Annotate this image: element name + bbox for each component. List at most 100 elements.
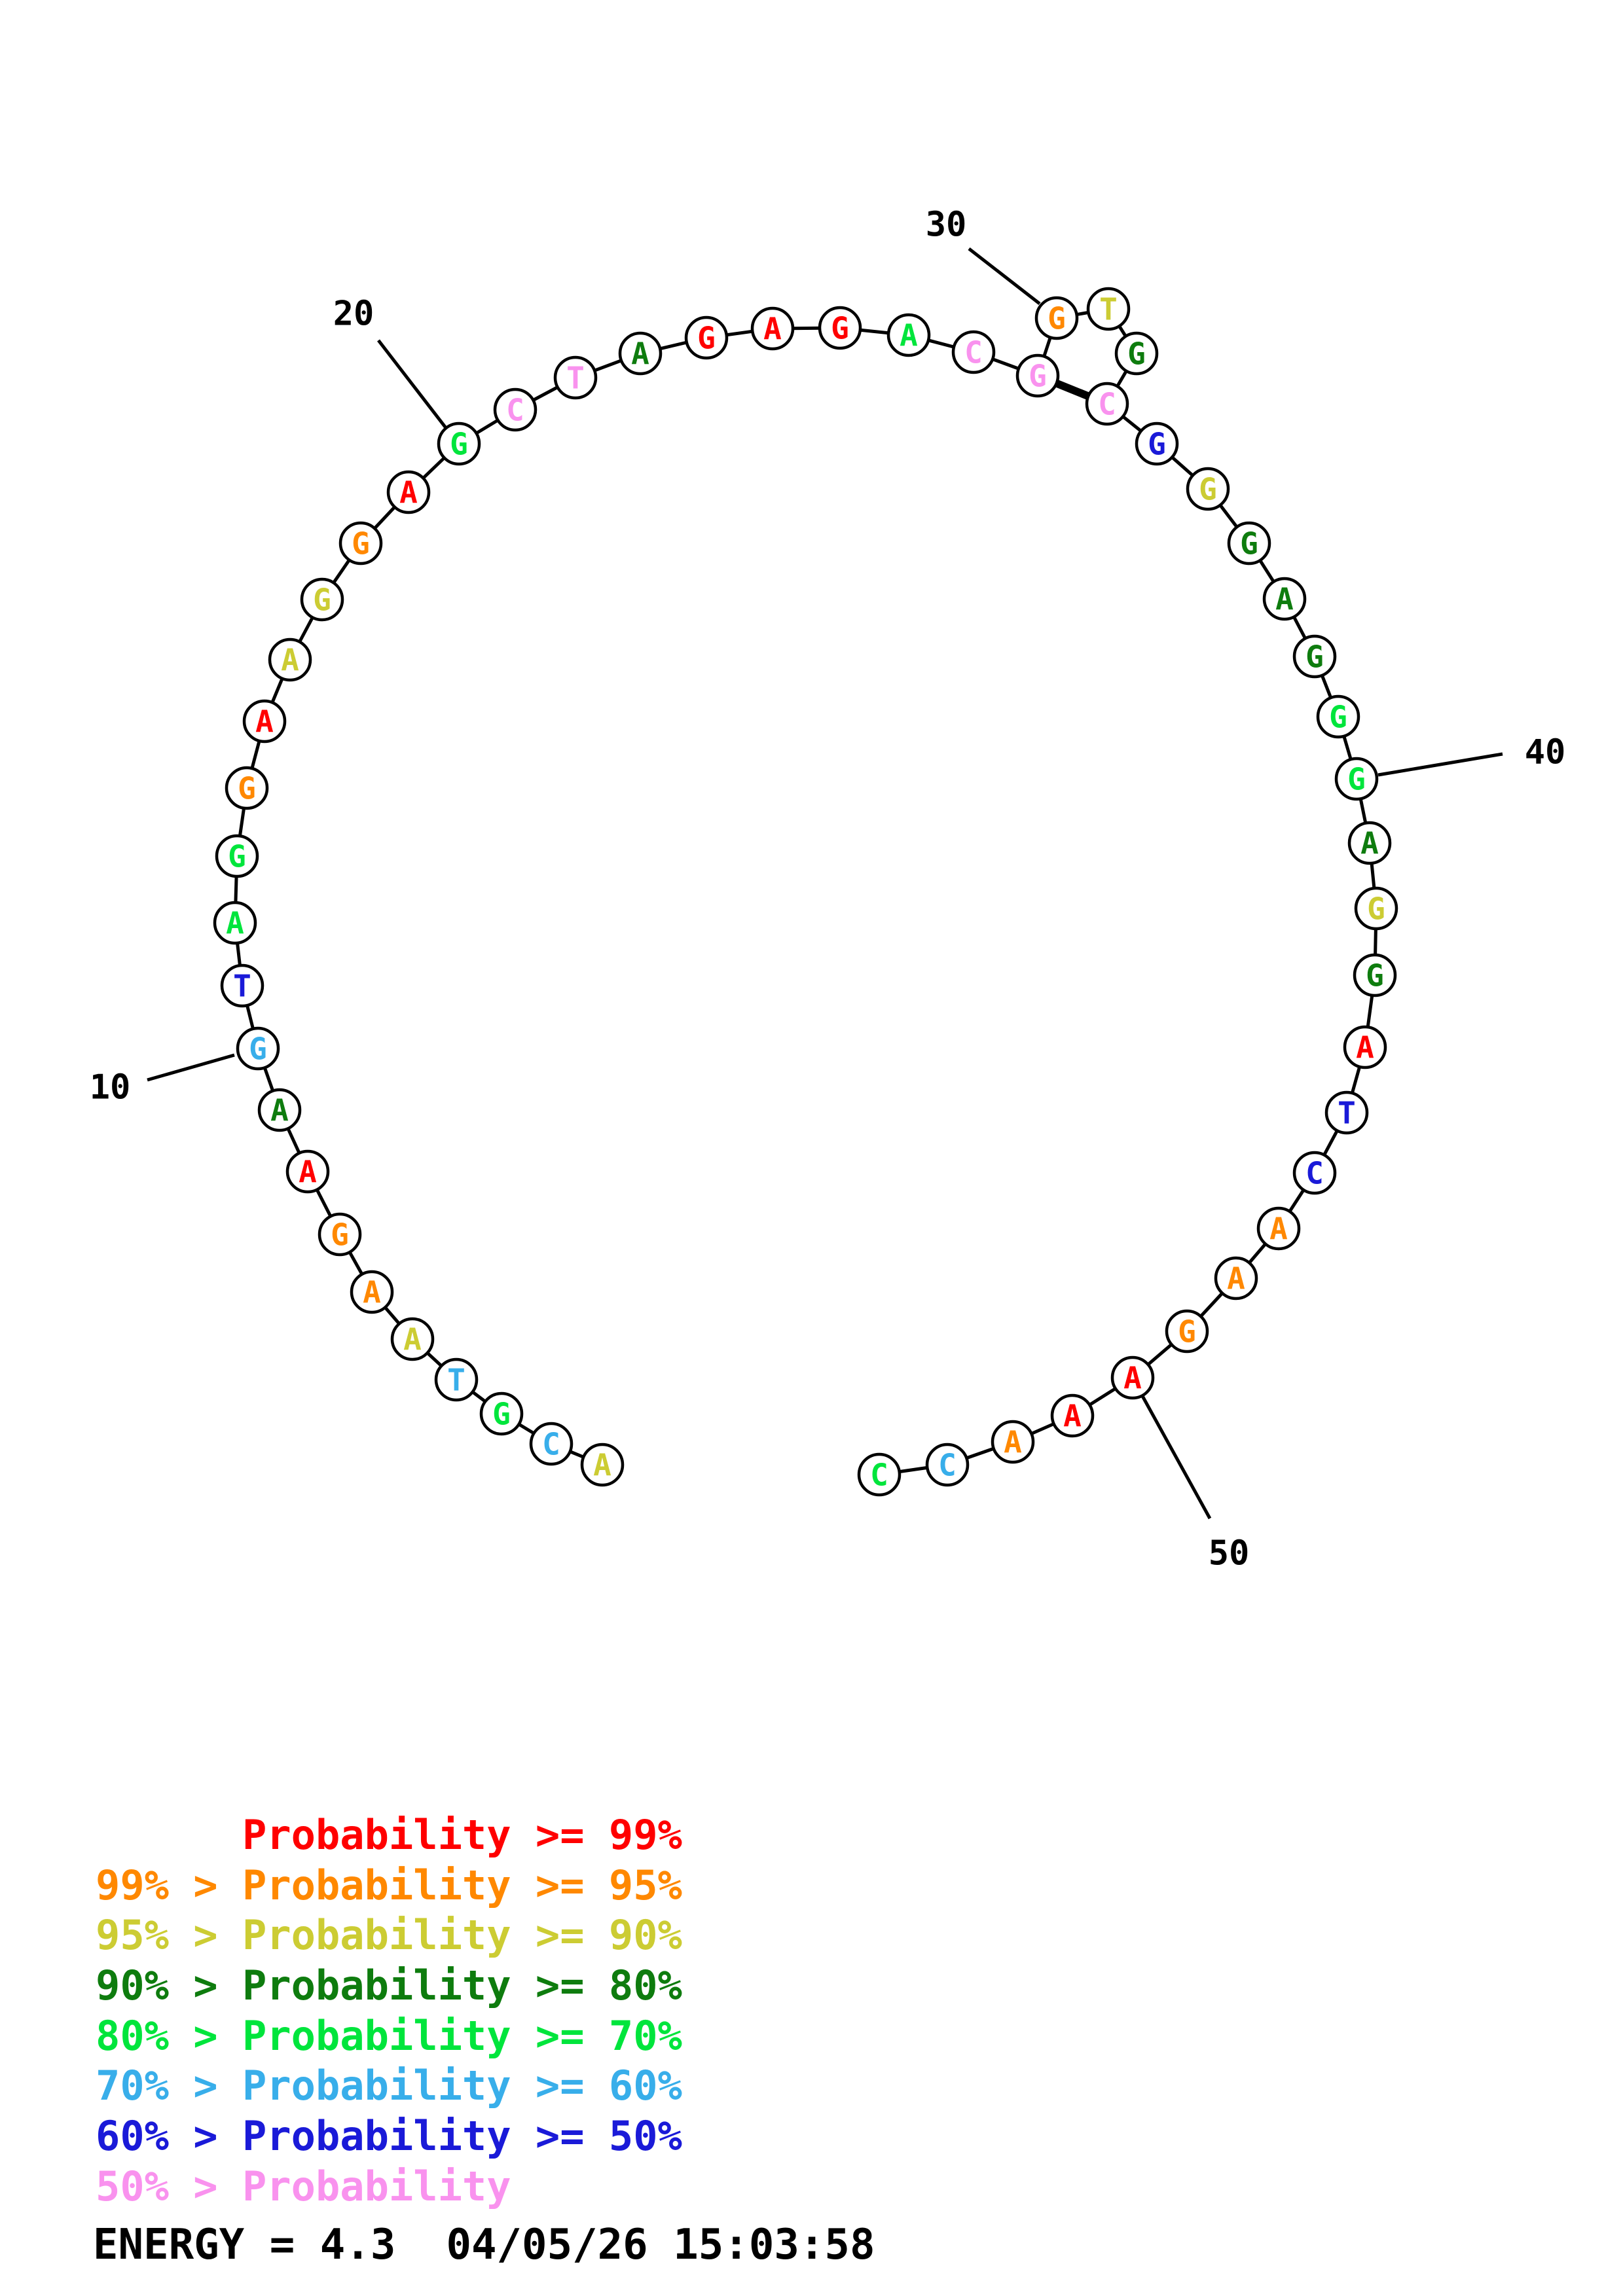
legend-row: 80% > Probability >= 70%: [96, 2012, 682, 2060]
nucleotide-letter: C: [1305, 1156, 1324, 1191]
nucleotide-letter: A: [763, 312, 782, 347]
nucleotide-circle: [215, 834, 259, 878]
nucleotide-letter: G: [1199, 472, 1217, 507]
nucleotide-circle: [1050, 1393, 1095, 1438]
nucleotide-circle: [1186, 467, 1230, 511]
nucleotide-circle: [1343, 1025, 1387, 1069]
index-label-line: [377, 339, 448, 430]
nucleotide-letter: G: [697, 321, 716, 356]
nucleotide-circle: [338, 521, 383, 565]
nucleotide-circle: [242, 699, 287, 744]
nucleotide-letter: G: [1048, 301, 1066, 336]
nucleotide-circle: [1347, 821, 1392, 865]
nucleotide-circle: [493, 387, 538, 432]
nucleotide-circle: [1085, 382, 1129, 426]
nucleotide-letter: G: [1240, 526, 1258, 562]
legend-row: 60% > Probability >= 50%: [96, 2112, 682, 2160]
nucleotide-circle: [236, 1026, 280, 1071]
nucleotide-circle: [300, 577, 344, 622]
index-label: 10: [90, 1068, 131, 1107]
nucleotide-letter: A: [1275, 582, 1294, 617]
nucleotide-letter: G: [249, 1031, 267, 1067]
nucleotide-letter: A: [593, 1448, 611, 1483]
nucleotide-letter: T: [566, 361, 585, 396]
nucleotide-letter: G: [228, 839, 246, 874]
nucleotide-circle: [1354, 886, 1398, 931]
legend-row: 90% > Probability >= 80%: [96, 1962, 682, 2009]
nucleotide-circle: [1135, 422, 1179, 466]
index-labels: 10 20 30 40 50: [90, 206, 1566, 1573]
nucleotide-circle: [285, 1149, 330, 1194]
nucleotide-circle: [857, 1452, 902, 1497]
nucleotide-circle: [529, 1422, 574, 1466]
nucleotide-circle: [1324, 1090, 1369, 1135]
nucleotide-circle: [268, 637, 312, 682]
nucleotide-circle: [818, 306, 862, 350]
nucleotide-circle: [386, 470, 431, 514]
nucleotide-letter: A: [1269, 1211, 1288, 1247]
nucleotide-circle: [580, 1443, 625, 1487]
nucleotide-circle: [1214, 1256, 1258, 1300]
nucleotide-circle: [318, 1212, 362, 1257]
energy-timestamp-line: ENERGY = 4.3 04/05/26 15:03:58: [93, 2221, 875, 2269]
nucleotide-circle: [886, 313, 931, 357]
nucleotide-letter: A: [270, 1093, 289, 1128]
legend-row: 95% > Probability >= 90%: [96, 1911, 682, 1959]
nucleotide-letter: C: [1098, 387, 1116, 422]
legend-row: Probability >= 99%: [96, 1811, 682, 1859]
nucleotide-circle: [220, 963, 264, 1008]
nucleotide-letter: C: [964, 335, 983, 370]
nucleotide-circle: [991, 1420, 1035, 1464]
nucleotide-circle: [1262, 577, 1307, 621]
nucleotide-circle: [1034, 296, 1079, 340]
index-label-line: [1377, 752, 1503, 777]
index-label: 30: [926, 206, 967, 245]
nucleotide-circle: [684, 315, 729, 360]
nucleotide-letter: A: [1356, 1030, 1374, 1066]
nucleotide-circle: [350, 1270, 394, 1314]
nucleotide-circle: [925, 1443, 970, 1487]
nucleotide-circle: [213, 901, 257, 945]
nucleotide-letter: A: [1063, 1399, 1082, 1434]
nucleotide-circle: [951, 330, 996, 374]
nucleotide-circle: [1292, 634, 1337, 679]
nucleotide-letter: T: [1338, 1096, 1356, 1131]
nucleotide-letter: G: [1178, 1314, 1196, 1350]
nucleotide-letter: A: [299, 1155, 317, 1190]
nucleotide-letter: T: [233, 969, 251, 1004]
nucleotide-circle: [257, 1088, 302, 1132]
nucleotide-letter: G: [331, 1217, 349, 1253]
nucleotide-circle: [1114, 331, 1159, 376]
nucleotide-letter: C: [870, 1458, 888, 1493]
nucleotide-letter: T: [1099, 292, 1118, 327]
index-label-line: [147, 1053, 235, 1082]
nucleotide-letter: C: [542, 1427, 560, 1462]
nucleotide-circle: [434, 1357, 479, 1402]
nucleotide-letter: A: [363, 1275, 381, 1310]
nucleotide-letter: A: [226, 906, 244, 941]
nucleotide-letter: A: [403, 1322, 422, 1357]
nucleotide-letter: T: [447, 1363, 465, 1398]
nucleotide-letter: A: [1227, 1261, 1245, 1297]
nucleotide-circle: [1165, 1309, 1209, 1354]
nucleotide-letter: G: [1329, 700, 1347, 735]
nucleotide-letter: A: [399, 475, 418, 511]
index-label: 20: [333, 295, 374, 334]
nucleotide-letter: A: [1360, 826, 1379, 861]
nucleotide-letter: A: [255, 704, 274, 740]
nucleotide-circles: [213, 287, 1398, 1497]
nucleotide-letter: G: [1305, 639, 1324, 675]
nucleotide-letter: G: [450, 427, 468, 462]
nucleotide-letter: A: [281, 643, 299, 678]
nucleotide-circle: [618, 331, 663, 376]
nucleotide-circle: [1316, 694, 1360, 739]
nucleotide-letter: G: [313, 583, 331, 618]
nucleotide-circle: [225, 766, 269, 810]
nucleotide-letter: G: [1366, 958, 1384, 994]
nucleotide-letter: G: [352, 526, 370, 562]
nucleotide-circle: [750, 306, 795, 351]
nucleotide-letter: G: [1347, 762, 1366, 797]
legend-row: 50% > Probability: [96, 2162, 511, 2210]
nucleotide-letter: G: [831, 311, 849, 346]
